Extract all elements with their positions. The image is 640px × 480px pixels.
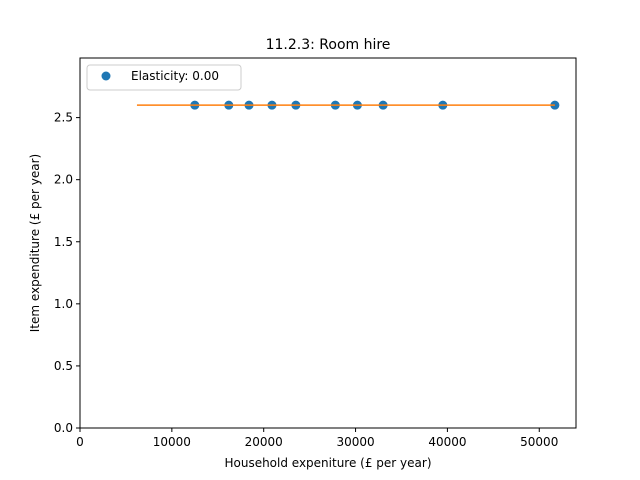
plot-frame	[79, 57, 577, 429]
x-tick-label: 40000	[428, 435, 466, 449]
x-tick-label: 20000	[245, 435, 283, 449]
legend: Elasticity: 0.00	[86, 64, 242, 91]
x-tick-label: 10000	[153, 435, 191, 449]
legend-marker	[101, 71, 111, 81]
chart-title: 11.2.3: Room hire	[266, 37, 391, 53]
y-tick-label: 2.5	[54, 111, 73, 125]
x-axis-ticks: 0 10000 20000 30000 40000 50000	[76, 428, 558, 449]
y-axis-label: Item expenditure (£ per year)	[28, 154, 42, 332]
y-tick-label: 1.5	[54, 235, 73, 249]
x-axis-label: Household expeniture (£ per year)	[224, 456, 431, 470]
legend-label: Elasticity: 0.00	[131, 69, 219, 83]
y-axis-ticks: 0.0 0.5 1.0 1.5 2.0 2.5	[54, 111, 80, 435]
x-tick-label: 30000	[336, 435, 374, 449]
y-tick-label: 2.0	[54, 173, 73, 187]
y-tick-label: 0.5	[54, 359, 73, 373]
x-tick-label: 50000	[520, 435, 558, 449]
x-tick-label: 0	[76, 435, 84, 449]
y-tick-label: 1.0	[54, 297, 73, 311]
legend-box	[86, 64, 242, 91]
plot-area	[80, 58, 576, 428]
y-tick-label: 0.0	[54, 421, 73, 435]
series-layer	[136, 100, 560, 110]
